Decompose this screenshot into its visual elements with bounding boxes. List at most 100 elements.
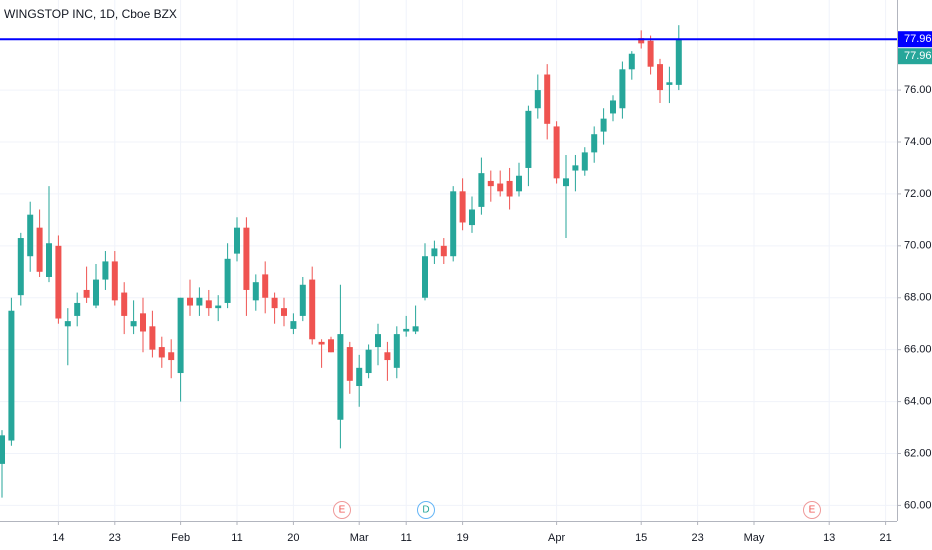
- candle-body: [102, 261, 109, 280]
- candle-body: [46, 243, 52, 277]
- y-tick-label: 72.00: [904, 188, 932, 200]
- candle-body: [431, 248, 438, 257]
- candle-body: [64, 321, 71, 327]
- candle-body: [346, 347, 353, 381]
- candle-body: [516, 175, 522, 192]
- candle-body: [290, 321, 297, 329]
- candle-body: [224, 258, 231, 303]
- event-marker[interactable]: E: [803, 501, 821, 519]
- candle-body: [469, 209, 475, 226]
- event-circle: [803, 501, 821, 519]
- candle-body: [581, 152, 588, 171]
- candle-body: [647, 40, 654, 67]
- x-tick-label: May: [744, 532, 765, 544]
- candle-body: [318, 341, 325, 345]
- candle-body: [403, 328, 410, 332]
- x-tick-label: Mar: [350, 532, 369, 544]
- candle-body: [328, 339, 334, 353]
- candle-body: [384, 352, 391, 361]
- candle-body: [610, 100, 616, 114]
- candle-body: [478, 173, 485, 207]
- last-price-label: 77.96: [904, 50, 932, 62]
- candle-body: [666, 82, 673, 85]
- candle-body: [55, 245, 62, 319]
- price-line-label-box: [898, 31, 932, 48]
- x-tick-label: 11: [231, 532, 242, 544]
- candle-body: [563, 178, 569, 187]
- x-tick-label: 19: [456, 532, 468, 544]
- last-price-box: [898, 48, 932, 65]
- candle-body: [638, 38, 645, 44]
- candle-body: [440, 245, 447, 257]
- candle-body: [422, 256, 428, 298]
- candle-body: [177, 297, 184, 374]
- event-label: D: [422, 505, 429, 516]
- candle-body: [83, 289, 90, 298]
- candle-body: [657, 64, 663, 91]
- y-tick-label: 66.00: [904, 344, 932, 356]
- candle-body: [281, 308, 287, 316]
- y-tick-label: 70.00: [904, 240, 932, 252]
- event-marker[interactable]: E: [333, 501, 351, 519]
- candle-body: [121, 292, 128, 316]
- candle-body: [628, 53, 635, 70]
- candle-body: [17, 238, 24, 296]
- y-tick-label: 74.00: [904, 136, 932, 148]
- event-label: E: [339, 505, 346, 516]
- candle-body: [243, 227, 250, 290]
- candle-body: [111, 261, 118, 301]
- candle-body: [234, 227, 240, 254]
- x-tick-label: 23: [691, 532, 703, 544]
- x-tick-label: 15: [635, 532, 647, 544]
- x-tick-label: 13: [823, 532, 835, 544]
- candle-body: [412, 326, 419, 332]
- candle-body: [534, 90, 541, 109]
- candle-body: [130, 321, 137, 327]
- candle-body: [525, 110, 532, 168]
- candle-body: [187, 297, 193, 306]
- x-tick-label: Apr: [548, 532, 565, 544]
- x-tick-label: 14: [52, 532, 64, 544]
- candle-body: [337, 334, 344, 420]
- x-tick-label: 23: [109, 532, 121, 544]
- candle-body: [271, 297, 278, 309]
- y-tick-label: 64.00: [904, 395, 932, 407]
- price-line-label: 77.96: [904, 33, 932, 45]
- y-tick-label: 68.00: [904, 292, 932, 304]
- x-tick-label: 11: [400, 532, 411, 544]
- candle-body: [497, 183, 504, 192]
- candle-body: [506, 180, 513, 197]
- candle-body: [393, 334, 400, 368]
- y-tick-label: 60.00: [904, 499, 932, 511]
- x-tick-label: 21: [879, 532, 891, 544]
- candle-body: [572, 165, 579, 171]
- candle-body: [365, 349, 372, 374]
- candle-body: [450, 191, 457, 257]
- event-label: E: [809, 505, 816, 516]
- candle-body: [675, 39, 682, 85]
- candle-body: [553, 126, 560, 179]
- x-tick-label: Feb: [171, 532, 190, 544]
- candle-body: [356, 367, 363, 387]
- candle-body: [140, 313, 146, 332]
- event-circle: [417, 501, 435, 519]
- candle-body: [205, 300, 212, 309]
- candle-body: [74, 302, 81, 316]
- candle-body: [0, 435, 5, 464]
- candle-body: [27, 214, 34, 257]
- candle-body: [600, 118, 607, 132]
- event-marker[interactable]: D: [417, 501, 435, 519]
- candle-body: [619, 69, 626, 109]
- y-tick-label: 62.00: [904, 447, 932, 459]
- chart-title: WINGSTOP INC, 1D, Cboe BZX: [4, 7, 177, 21]
- y-tick-label: 76.00: [904, 84, 932, 96]
- candles: [0, 25, 682, 498]
- candle-body: [196, 297, 203, 306]
- candle-body: [544, 74, 551, 124]
- candle-body: [375, 334, 381, 348]
- candle-body: [309, 279, 316, 340]
- candle-body: [459, 191, 466, 223]
- candle-body: [93, 279, 99, 306]
- candle-body: [487, 180, 494, 187]
